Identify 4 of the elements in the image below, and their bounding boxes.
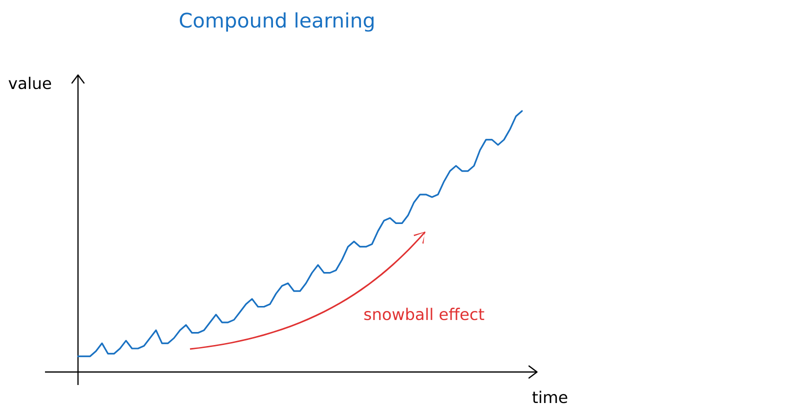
chart-title: Compound learning (180, 12, 374, 32)
y-axis-title: value (8, 76, 52, 90)
x-axis-title: time (532, 390, 568, 404)
annotation: snowball effect (364, 308, 484, 320)
